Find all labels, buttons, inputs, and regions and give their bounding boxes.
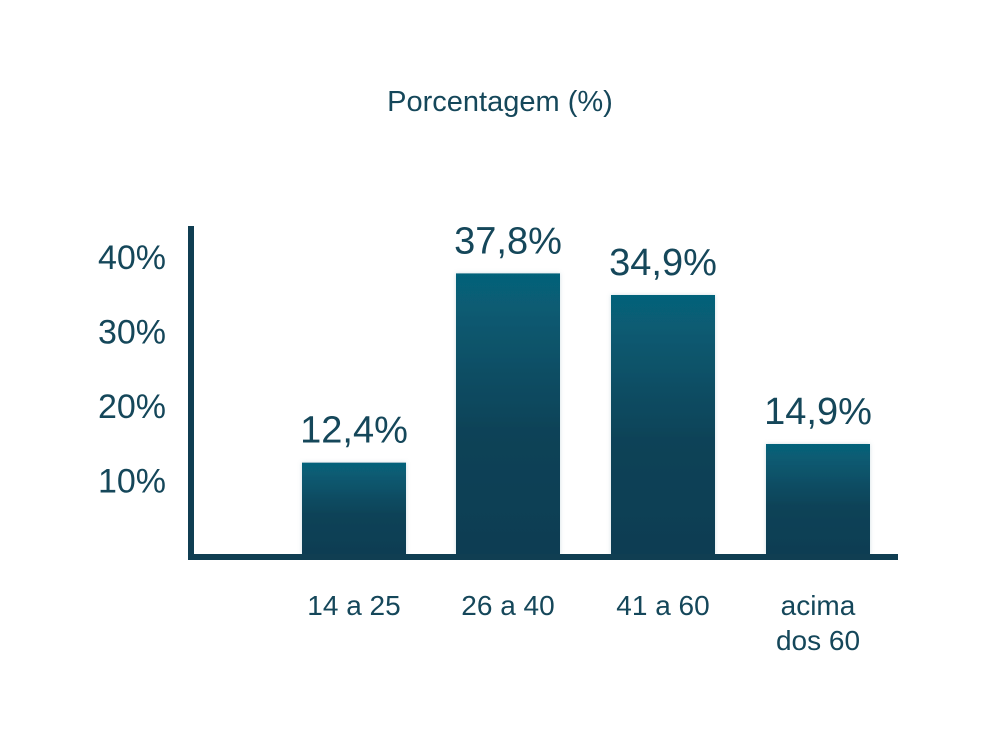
category-label-3: 41 a 60 bbox=[616, 590, 709, 621]
y-tick-label-4: 40% bbox=[98, 239, 166, 277]
y-tick-label-1: 10% bbox=[98, 463, 166, 501]
y-ticks-layer: 10% 20% 30% 40% bbox=[98, 239, 166, 501]
bar-3 bbox=[611, 294, 715, 555]
data-label-2: 37,8% bbox=[454, 220, 562, 262]
data-label-1: 12,4% bbox=[300, 410, 408, 452]
category-label-4: acima dos 60 bbox=[776, 590, 860, 656]
category-label-1: 14 a 25 bbox=[307, 590, 400, 621]
chart-title: Porcentagem (%) bbox=[387, 86, 613, 118]
bar-4 bbox=[766, 443, 870, 555]
bars-layer bbox=[302, 273, 870, 555]
y-tick-label-3: 30% bbox=[98, 314, 166, 352]
y-tick-label-2: 20% bbox=[98, 388, 166, 426]
bar-2 bbox=[456, 273, 560, 555]
value-labels-layer: 12,4% 37,8% 34,9% 14,9% bbox=[300, 220, 872, 451]
data-label-4: 14,9% bbox=[764, 391, 872, 433]
data-label-3: 34,9% bbox=[609, 242, 717, 284]
bar-1 bbox=[302, 462, 406, 555]
x-categories-layer: 14 a 25 26 a 40 41 a 60 acima dos 60 bbox=[307, 590, 860, 656]
category-label-2: 26 a 40 bbox=[461, 590, 554, 621]
